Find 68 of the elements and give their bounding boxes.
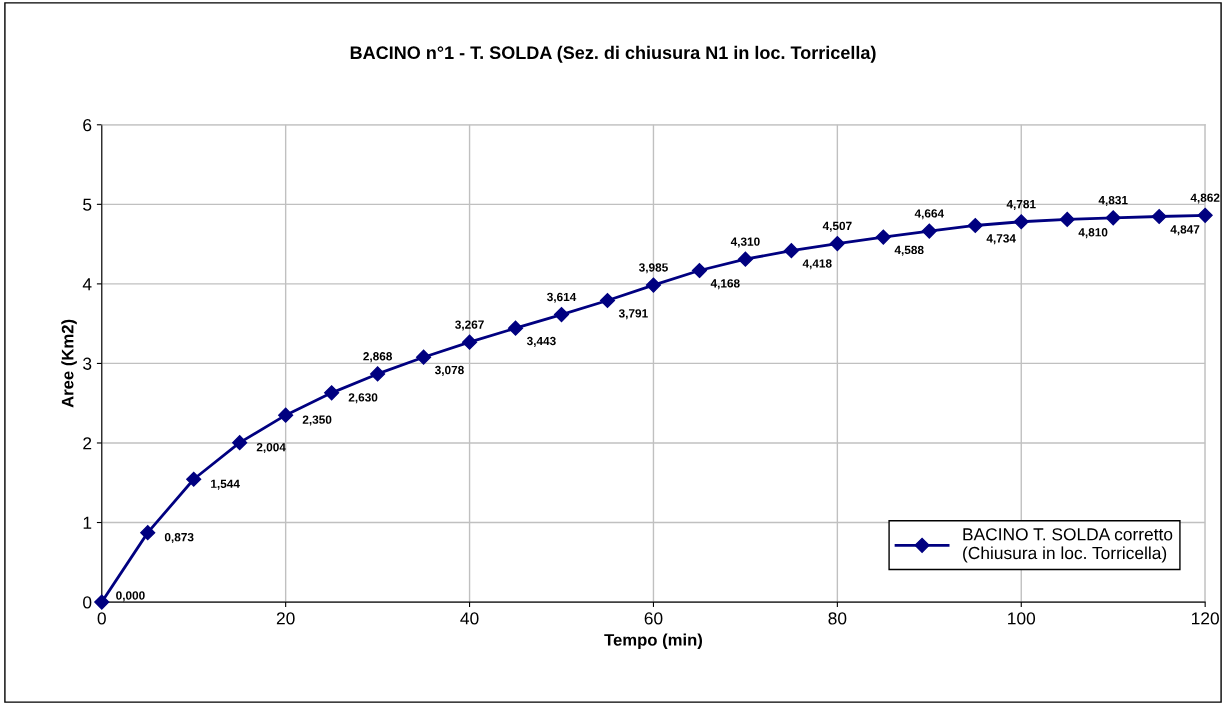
data-label: 1,544 [211,479,240,490]
data-label: 0,000 [116,591,145,602]
point [94,594,110,610]
point [921,223,937,239]
y-tick-label: 0 [83,596,92,609]
point [967,217,983,234]
point [645,277,662,293]
y-tick-label: 2 [83,437,92,450]
data-label: 4,734 [986,234,1016,245]
point [1105,210,1121,226]
data-label: 3,443 [526,336,556,347]
point [691,262,708,279]
x-tick-label: 60 [644,612,663,625]
data-label: 2,350 [302,415,332,426]
y-tick-label: 1 [83,516,92,529]
data-label: 2,004 [256,443,286,454]
point [1197,207,1213,223]
data-label: 2,630 [348,393,378,404]
point [186,471,202,487]
data-label: 4,588 [894,245,924,256]
data-label: 2,868 [363,352,393,363]
data-label: 3,267 [455,320,484,331]
y-tick-label: 3 [83,357,92,370]
data-label: 4,847 [1170,225,1200,236]
point [783,243,799,259]
data-label: 4,862 [1190,193,1220,204]
point [507,320,524,336]
x-tick-label: 100 [1008,612,1036,625]
legend-label: BACINO T. SOLDA corretto (Chiusura in loc. Torricella) [963,528,1173,563]
point [370,366,386,382]
data-label: 3,985 [638,263,668,274]
data-label: 4,810 [1078,228,1108,239]
point [875,229,891,245]
data-label: 4,507 [822,221,852,232]
point [416,349,432,365]
y-tick-label: 5 [83,198,92,211]
point [1059,211,1075,228]
x-tick-label: 20 [276,612,295,625]
data-label: 4,418 [802,259,832,270]
point [1013,214,1029,230]
point [232,435,248,451]
point [278,407,294,423]
data-label: 4,831 [1098,195,1128,207]
point [324,385,340,401]
x-tick-label: 120 [1192,612,1219,625]
point [829,235,845,252]
point [140,525,156,541]
point [461,334,478,350]
data-label: 3,791 [618,309,648,320]
x-axis-title: Tempo (min) [604,633,703,650]
y-axis-title: Aree (Km2) [61,319,77,408]
point [1151,208,1167,225]
y-tick-label: 6 [83,118,92,132]
data-label: 4,310 [730,237,760,248]
data-label: 3,614 [547,292,577,303]
y-tick-label: 4 [82,278,92,291]
x-tick-label: 80 [828,612,847,625]
data-label: 4,781 [1006,199,1036,211]
data-label: 4,168 [710,279,740,290]
data-label: 3,078 [434,365,464,376]
x-tick-label: 40 [460,612,479,625]
data-label: 0,873 [164,532,194,544]
chart-title: BACINO n°1 - T. SOLDA (Sez. di chiusura N1 in loc. Torricella) [350,45,876,63]
point [599,292,616,309]
data-label: 4,664 [914,209,945,220]
point [737,251,753,267]
x-tick-label: 0 [97,612,106,625]
point [553,307,570,323]
